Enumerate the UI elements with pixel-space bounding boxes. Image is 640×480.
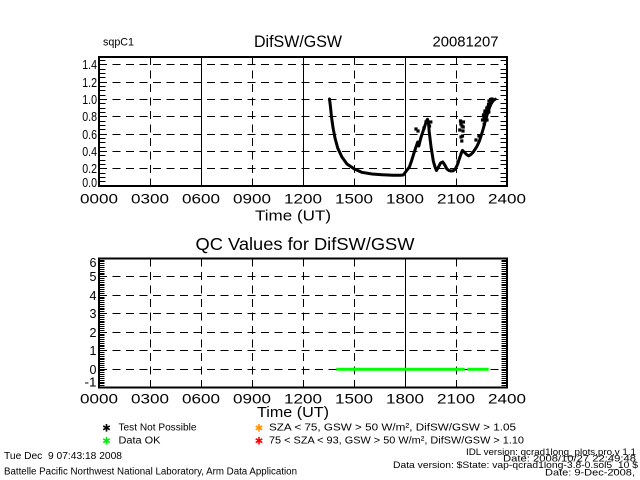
svg-text:0.4: 0.4 bbox=[82, 144, 97, 159]
svg-text:0.0: 0.0 bbox=[82, 175, 97, 190]
svg-text:6: 6 bbox=[90, 256, 97, 270]
svg-text:-1: -1 bbox=[85, 375, 97, 389]
svg-text:1: 1 bbox=[90, 344, 97, 358]
svg-text:0900: 0900 bbox=[233, 191, 271, 207]
svg-text:Time (UT): Time (UT) bbox=[255, 209, 331, 225]
svg-text:Data OK: Data OK bbox=[119, 436, 161, 447]
svg-text:1500: 1500 bbox=[335, 390, 373, 406]
svg-text:1.2: 1.2 bbox=[82, 75, 97, 90]
svg-text:Time (UT): Time (UT) bbox=[257, 405, 329, 421]
svg-text:0900: 0900 bbox=[233, 390, 271, 406]
svg-text:2: 2 bbox=[90, 326, 97, 340]
svg-text:sqpC1: sqpC1 bbox=[103, 37, 134, 49]
svg-text:DifSW/GSW: DifSW/GSW bbox=[254, 32, 342, 51]
svg-text:0600: 0600 bbox=[182, 191, 220, 207]
svg-text:0300: 0300 bbox=[131, 390, 169, 406]
svg-text:2100: 2100 bbox=[437, 191, 475, 207]
svg-text:1.4: 1.4 bbox=[82, 57, 97, 72]
svg-text:0000: 0000 bbox=[80, 390, 118, 406]
svg-text:1200: 1200 bbox=[284, 390, 322, 406]
svg-text:20081207: 20081207 bbox=[433, 34, 499, 51]
svg-text:2400: 2400 bbox=[488, 191, 526, 207]
svg-text:Date: 9-Dec-2008,: Date: 9-Dec-2008, bbox=[545, 468, 635, 479]
svg-text:75 < SZA < 93, GSW > 50 W/m²,: 75 < SZA < 93, GSW > 50 W/m², DifSW/GSW … bbox=[269, 436, 524, 447]
svg-text:0600: 0600 bbox=[182, 390, 220, 406]
svg-text:Battelle Pacific Northwest Nat: Battelle Pacific Northwest National Labo… bbox=[4, 467, 297, 478]
svg-text:1500: 1500 bbox=[335, 191, 373, 207]
svg-text:SZA < 75, GSW > 50 W/m², DifSW: SZA < 75, GSW > 50 W/m², DifSW/GSW > 1.0… bbox=[269, 423, 517, 434]
svg-text:QC Values for DifSW/GSW: QC Values for DifSW/GSW bbox=[196, 234, 415, 254]
svg-text:Tue Dec 9 07:43:18 2008: Tue Dec 9 07:43:18 2008 bbox=[4, 451, 122, 462]
svg-text:Data version: $State: vap-qcra: Data version: $State: vap-qcrad1long-3.8… bbox=[393, 460, 639, 471]
svg-text:1.0: 1.0 bbox=[82, 92, 97, 107]
svg-text:0.8: 0.8 bbox=[82, 109, 97, 124]
svg-text:Test Not Possible: Test Not Possible bbox=[119, 423, 197, 434]
svg-text:0300: 0300 bbox=[131, 191, 169, 207]
svg-text:1800: 1800 bbox=[386, 390, 424, 406]
svg-text:0.6: 0.6 bbox=[82, 127, 97, 142]
svg-text:4: 4 bbox=[90, 289, 97, 303]
svg-text:1800: 1800 bbox=[386, 191, 424, 207]
svg-text:2400: 2400 bbox=[488, 390, 526, 406]
svg-text:IDL version: qcrad1long_plots.: IDL version: qcrad1long_plots.pro,v 1.1 bbox=[466, 447, 636, 458]
svg-text:1200: 1200 bbox=[284, 191, 322, 207]
svg-text:Date: 2008/10/27 22:49:48: Date: 2008/10/27 22:49:48 bbox=[503, 454, 636, 465]
svg-text:0.2: 0.2 bbox=[82, 161, 97, 176]
svg-text:2100: 2100 bbox=[437, 390, 475, 406]
svg-text:5: 5 bbox=[90, 270, 97, 284]
svg-text:3: 3 bbox=[90, 307, 97, 321]
svg-text:0: 0 bbox=[90, 363, 97, 377]
svg-text:0000: 0000 bbox=[80, 191, 118, 207]
